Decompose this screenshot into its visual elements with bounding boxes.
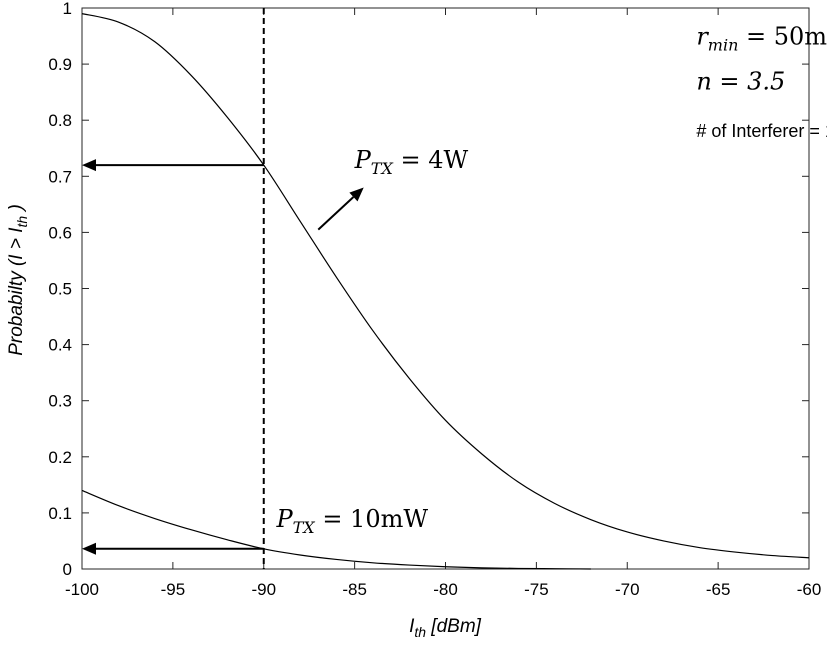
series-layer [81,13,810,570]
plot-area [81,7,810,570]
annotation-interferer: # of Interferer = 10 [696,121,827,141]
x-axis-title: Ith [dBm] [409,616,482,640]
annotation-n: n = 3.5 [696,67,785,95]
annotations: rmin = 50m n = 3.5 # of Interferer = 10 PTX… [275,22,827,536]
series-line-1 [81,13,810,559]
series-line-2 [81,489,591,570]
arrow-head-1 [82,159,96,172]
x-axis: -100 -95 -90 -85 -80 -75 -70 -65 -60 [65,8,821,599]
x-tick-label: -100 [65,580,99,599]
y-tick-label: 0.4 [48,336,72,355]
annotation-marks [82,8,364,569]
annotation-rmin: rmin = 50m [696,22,827,54]
x-tick-label: -60 [797,580,822,599]
y-tick-label: 0.6 [48,223,72,242]
arrow-shaft-3 [317,196,355,231]
y-tick-label: 0.9 [48,55,72,74]
y-axis-title: Probabilty (I > Ith ) [6,204,30,356]
x-tick-label: -80 [433,580,458,599]
y-tick-label: 0.5 [48,280,72,299]
x-tick-label: -95 [161,580,186,599]
arrow-head-2 [82,542,96,555]
y-tick-label: 0.2 [48,448,72,467]
y-tick-label: 0.3 [48,392,72,411]
x-tick-label: -85 [342,580,367,599]
y-tick-label: 0.1 [48,504,72,523]
annotation-ptx-4w: PTX = 4W [354,146,469,178]
x-tick-label: -75 [524,580,549,599]
y-tick-label: 0 [63,560,72,579]
y-tick-label: 0.8 [48,111,72,130]
y-axis: 0 0.1 0.2 0.3 0.4 0.5 0.6 0.7 0.8 0.9 1 [48,0,809,579]
annotation-ptx-10mw: PTX = 10mW [275,505,428,537]
y-tick-label: 1 [63,0,72,18]
x-tick-label: -70 [615,580,640,599]
arrow-head-3 [349,187,364,202]
x-tick-label: -90 [251,580,276,599]
y-tick-label: 0.7 [48,167,72,186]
x-tick-label: -65 [706,580,731,599]
